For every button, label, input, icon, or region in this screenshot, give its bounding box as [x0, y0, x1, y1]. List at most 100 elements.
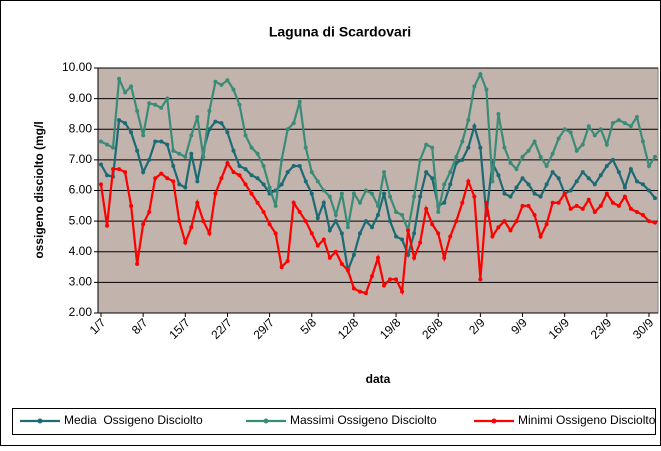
data-point [496, 225, 501, 230]
data-point [388, 194, 393, 199]
data-point [538, 234, 543, 239]
data-point [604, 164, 609, 168]
data-point [237, 173, 242, 178]
data-point [159, 105, 164, 110]
data-point [580, 142, 585, 147]
data-point [213, 79, 218, 84]
y-tick-label: 3.00 [69, 275, 93, 289]
data-point [345, 268, 350, 273]
data-point [508, 160, 513, 165]
data-point [213, 119, 218, 124]
data-point [213, 191, 218, 196]
data-point [418, 157, 423, 162]
data-point [376, 213, 380, 217]
data-point [369, 274, 374, 279]
data-point [255, 151, 260, 156]
data-point [195, 200, 200, 205]
data-point [207, 108, 212, 113]
data-point [466, 179, 471, 184]
data-point [406, 252, 411, 257]
data-point [351, 286, 356, 291]
data-point [219, 176, 224, 181]
data-point [231, 148, 236, 153]
data-point [297, 99, 302, 104]
y-tick-label: 9.00 [69, 91, 93, 105]
data-point [357, 231, 362, 236]
data-point [460, 200, 465, 205]
data-point [592, 133, 597, 138]
data-point [460, 157, 465, 162]
data-point [586, 124, 591, 129]
data-point [436, 209, 441, 214]
chart-title: Laguna di Scardovari [269, 24, 411, 40]
data-point [129, 203, 134, 208]
legend-label: Minimi Ossigeno Disciolto [518, 413, 656, 427]
data-point [448, 234, 453, 239]
data-point [141, 170, 146, 175]
data-point [327, 228, 332, 233]
data-point [345, 225, 350, 230]
data-point [418, 194, 423, 199]
data-point [129, 130, 134, 135]
data-point [183, 240, 188, 245]
data-point [291, 200, 296, 205]
data-point [496, 111, 501, 116]
data-point [363, 291, 368, 296]
data-point [315, 243, 320, 248]
data-point [460, 139, 465, 144]
data-point [382, 283, 387, 288]
data-point [339, 191, 344, 196]
data-point [532, 139, 537, 144]
data-point [526, 148, 531, 153]
data-point [237, 102, 242, 107]
data-point [424, 206, 429, 211]
data-point [412, 194, 417, 199]
data-point [472, 194, 477, 199]
data-point [267, 222, 272, 227]
data-point [478, 277, 483, 282]
data-point [231, 87, 236, 92]
data-point [291, 121, 296, 126]
data-point [285, 258, 290, 263]
data-point [394, 234, 399, 239]
data-point [123, 121, 128, 126]
data-point [628, 167, 633, 172]
legend-label: Media Ossigeno Disciolto [64, 413, 203, 427]
data-point [640, 213, 645, 217]
data-point [105, 173, 110, 178]
data-point [622, 121, 627, 126]
data-point [490, 179, 495, 184]
data-point [225, 130, 230, 135]
data-point [207, 231, 212, 236]
data-point [604, 191, 609, 196]
data-point [177, 151, 182, 156]
data-point [466, 145, 471, 150]
data-point [285, 127, 290, 132]
data-point [111, 145, 116, 150]
data-point [556, 176, 561, 181]
data-point [249, 191, 254, 196]
data-point [394, 209, 399, 214]
data-point [514, 219, 519, 224]
data-point [538, 154, 543, 159]
legend-label: Massimi Ossigeno Disciolto [290, 413, 437, 427]
data-point [333, 249, 338, 254]
data-point [159, 139, 164, 144]
data-point [117, 167, 122, 172]
data-point [171, 164, 176, 168]
data-point [225, 160, 230, 165]
data-point [177, 182, 182, 187]
data-point [442, 255, 447, 260]
data-point [183, 185, 188, 190]
data-point [135, 148, 140, 153]
data-point [153, 139, 158, 144]
data-point [159, 171, 164, 176]
data-point [382, 170, 387, 175]
data-point [219, 121, 224, 126]
data-point [538, 194, 543, 199]
data-point [430, 176, 435, 181]
data-point [351, 191, 356, 196]
data-point [201, 219, 206, 224]
data-point [610, 121, 615, 126]
